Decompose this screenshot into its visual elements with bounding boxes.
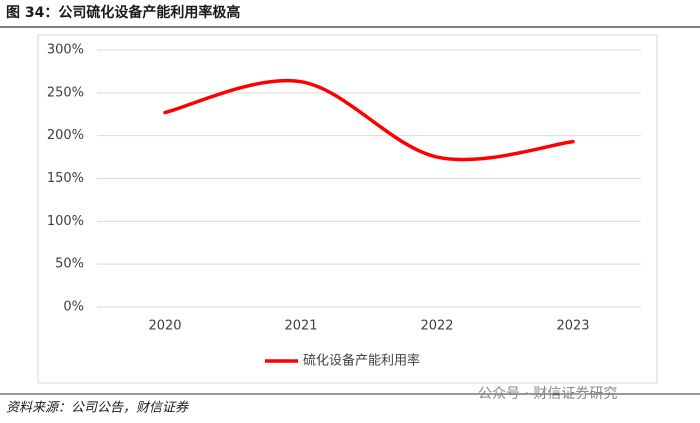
y-tick-label: 50%: [55, 257, 84, 272]
y-tick-label: 100%: [47, 214, 84, 229]
source-note: 资料来源：公司公告，财信证券: [6, 401, 189, 416]
y-tick-label: 250%: [47, 85, 84, 100]
y-tick-label: 200%: [47, 128, 84, 143]
legend-label: 硫化设备产能利用率: [303, 353, 420, 369]
x-tick-label: 2021: [284, 319, 317, 334]
chart-title: 图 34：公司硫化设备产能利用率极高: [6, 4, 240, 21]
y-tick-label: 150%: [47, 171, 84, 186]
y-tick-label: 300%: [47, 43, 84, 58]
x-tick-label: 2023: [556, 319, 589, 334]
y-tick-label: 0%: [63, 300, 84, 315]
chart-frame: [37, 34, 658, 384]
x-tick-label: 2022: [420, 319, 453, 334]
series-line: [163, 78, 575, 162]
watermark: 公众号 · 财信证券研究: [478, 386, 617, 402]
x-tick-label: 2020: [148, 319, 181, 334]
